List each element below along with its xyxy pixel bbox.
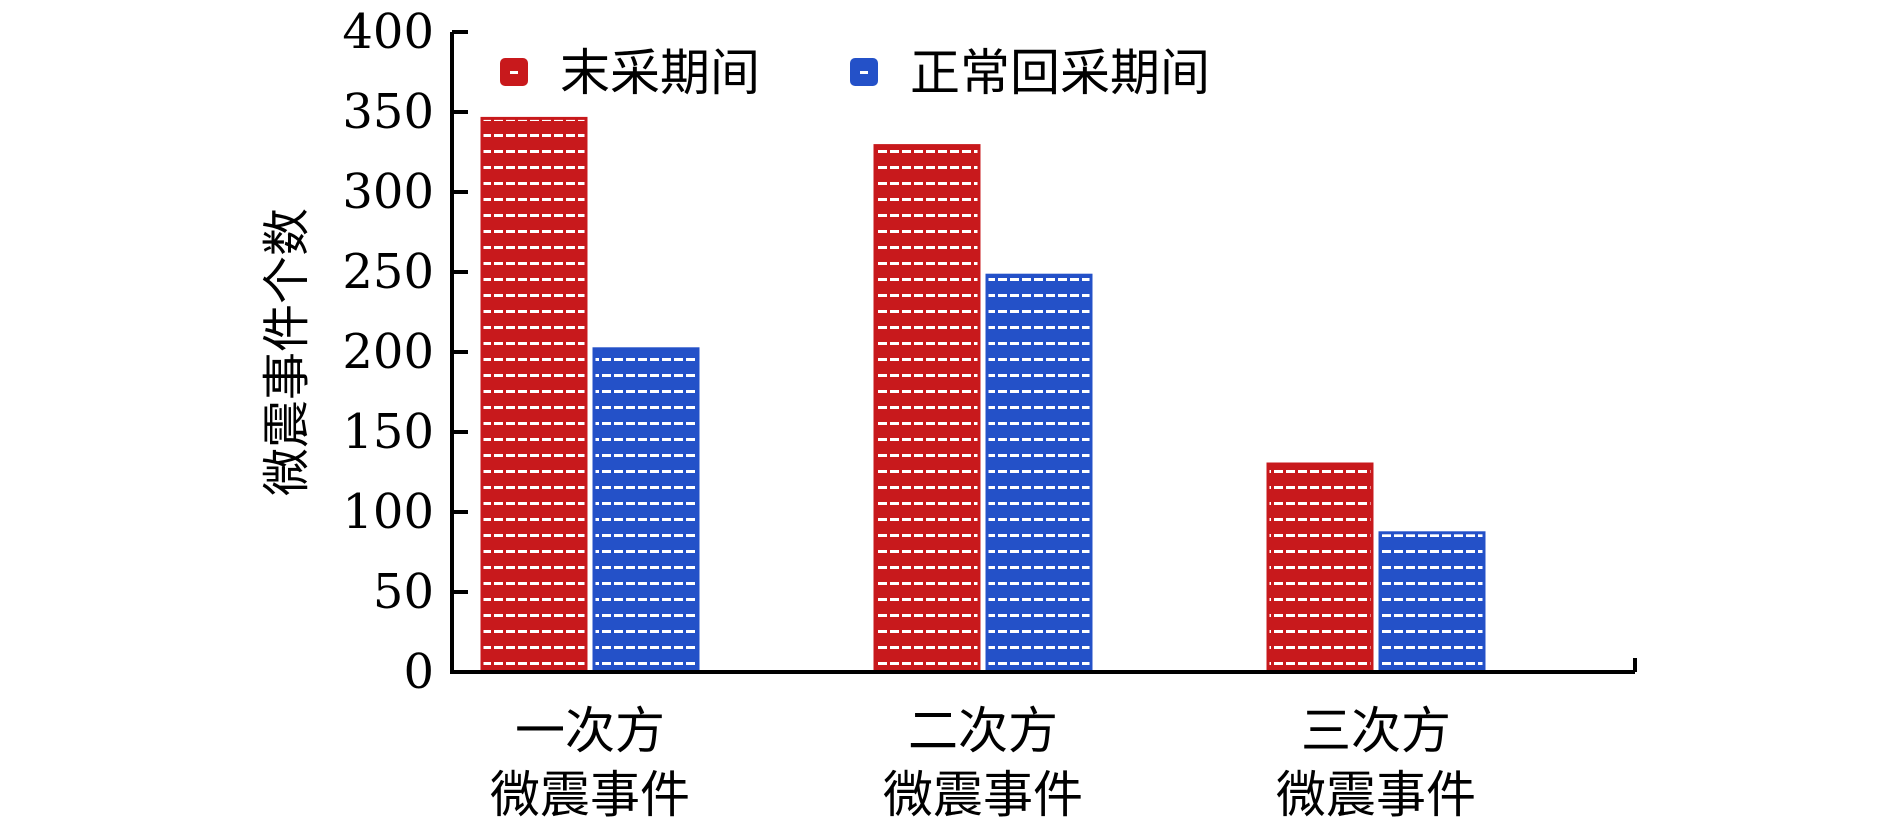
legend-label: 正常回采期间 [910,44,1210,102]
y-tick-label: 200 [342,324,434,380]
y-tick-label: 50 [373,564,434,620]
y-tick-label: 350 [342,84,434,140]
legend-swatch-dash [510,71,518,74]
y-tick-label: 250 [342,244,434,300]
y-tick-label: 100 [342,484,434,540]
x-category-label: 二次方微震事件 [883,702,1083,824]
legend: 末采期间 正常回采期间 [500,44,1210,102]
x-category-label-line: 微震事件 [490,766,690,824]
legend-label: 末采期间 [560,44,760,102]
y-tick-label: 150 [342,404,434,460]
x-category-label: 一次方微震事件 [490,702,690,824]
y-tick-label: 300 [342,164,434,220]
y-tick-label: 0 [403,644,434,700]
bar-series-2-category-3 [1378,531,1486,674]
y-axis-ticks: 0 50 100 150 200 250 300 350 400 [342,4,468,700]
bar-series-1-category-1 [480,116,588,674]
x-category-label-line: 二次方 [908,702,1058,760]
legend-swatch-dash [860,71,868,74]
y-tick-label: 400 [342,4,434,60]
bar-series-2-category-2 [985,273,1093,674]
x-category-label-line: 一次方 [515,702,665,760]
bar-series-1-category-2 [873,144,981,674]
bar-series-1-category-3 [1266,462,1374,674]
x-category-label-line: 微震事件 [1276,766,1476,824]
x-category-label-line: 三次方 [1301,702,1451,760]
bars [480,116,1486,674]
bar-series-2-category-1 [592,347,700,674]
y-axis-title: 微震事件个数 [259,208,315,496]
x-category-label: 三次方微震事件 [1276,702,1476,824]
x-category-label-line: 微震事件 [883,766,1083,824]
